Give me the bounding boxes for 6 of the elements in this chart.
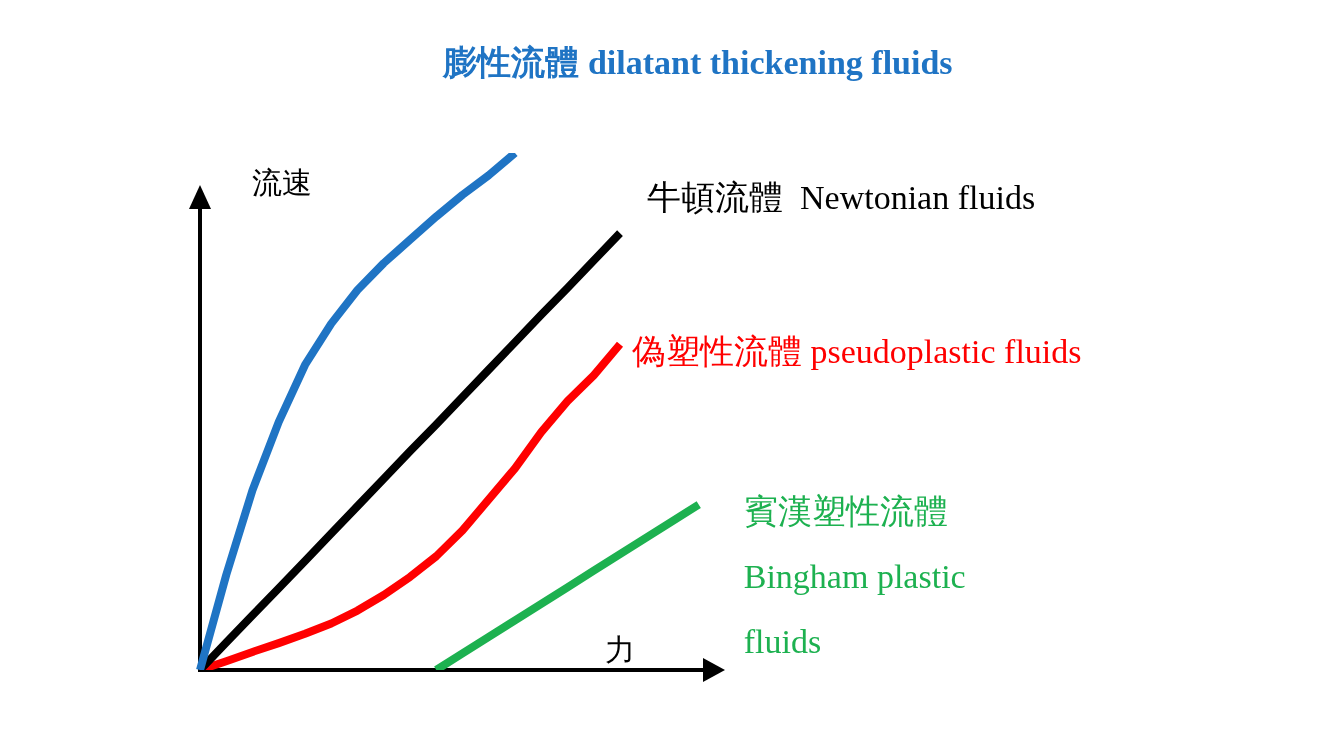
text: 膨性流體 dilatant thickening fluids bbox=[442, 43, 953, 81]
series-label: 牛頓流體 Newtonian fluids bbox=[647, 179, 1036, 217]
x-axis-title: 力 bbox=[605, 632, 635, 666]
series-label: 偽塑性流體 pseudoplastic fluids bbox=[632, 333, 1082, 371]
y-axis-title: 流速 bbox=[252, 165, 312, 199]
series-label: 賓漢塑性流體 Bingham plastic fluids bbox=[743, 493, 966, 661]
